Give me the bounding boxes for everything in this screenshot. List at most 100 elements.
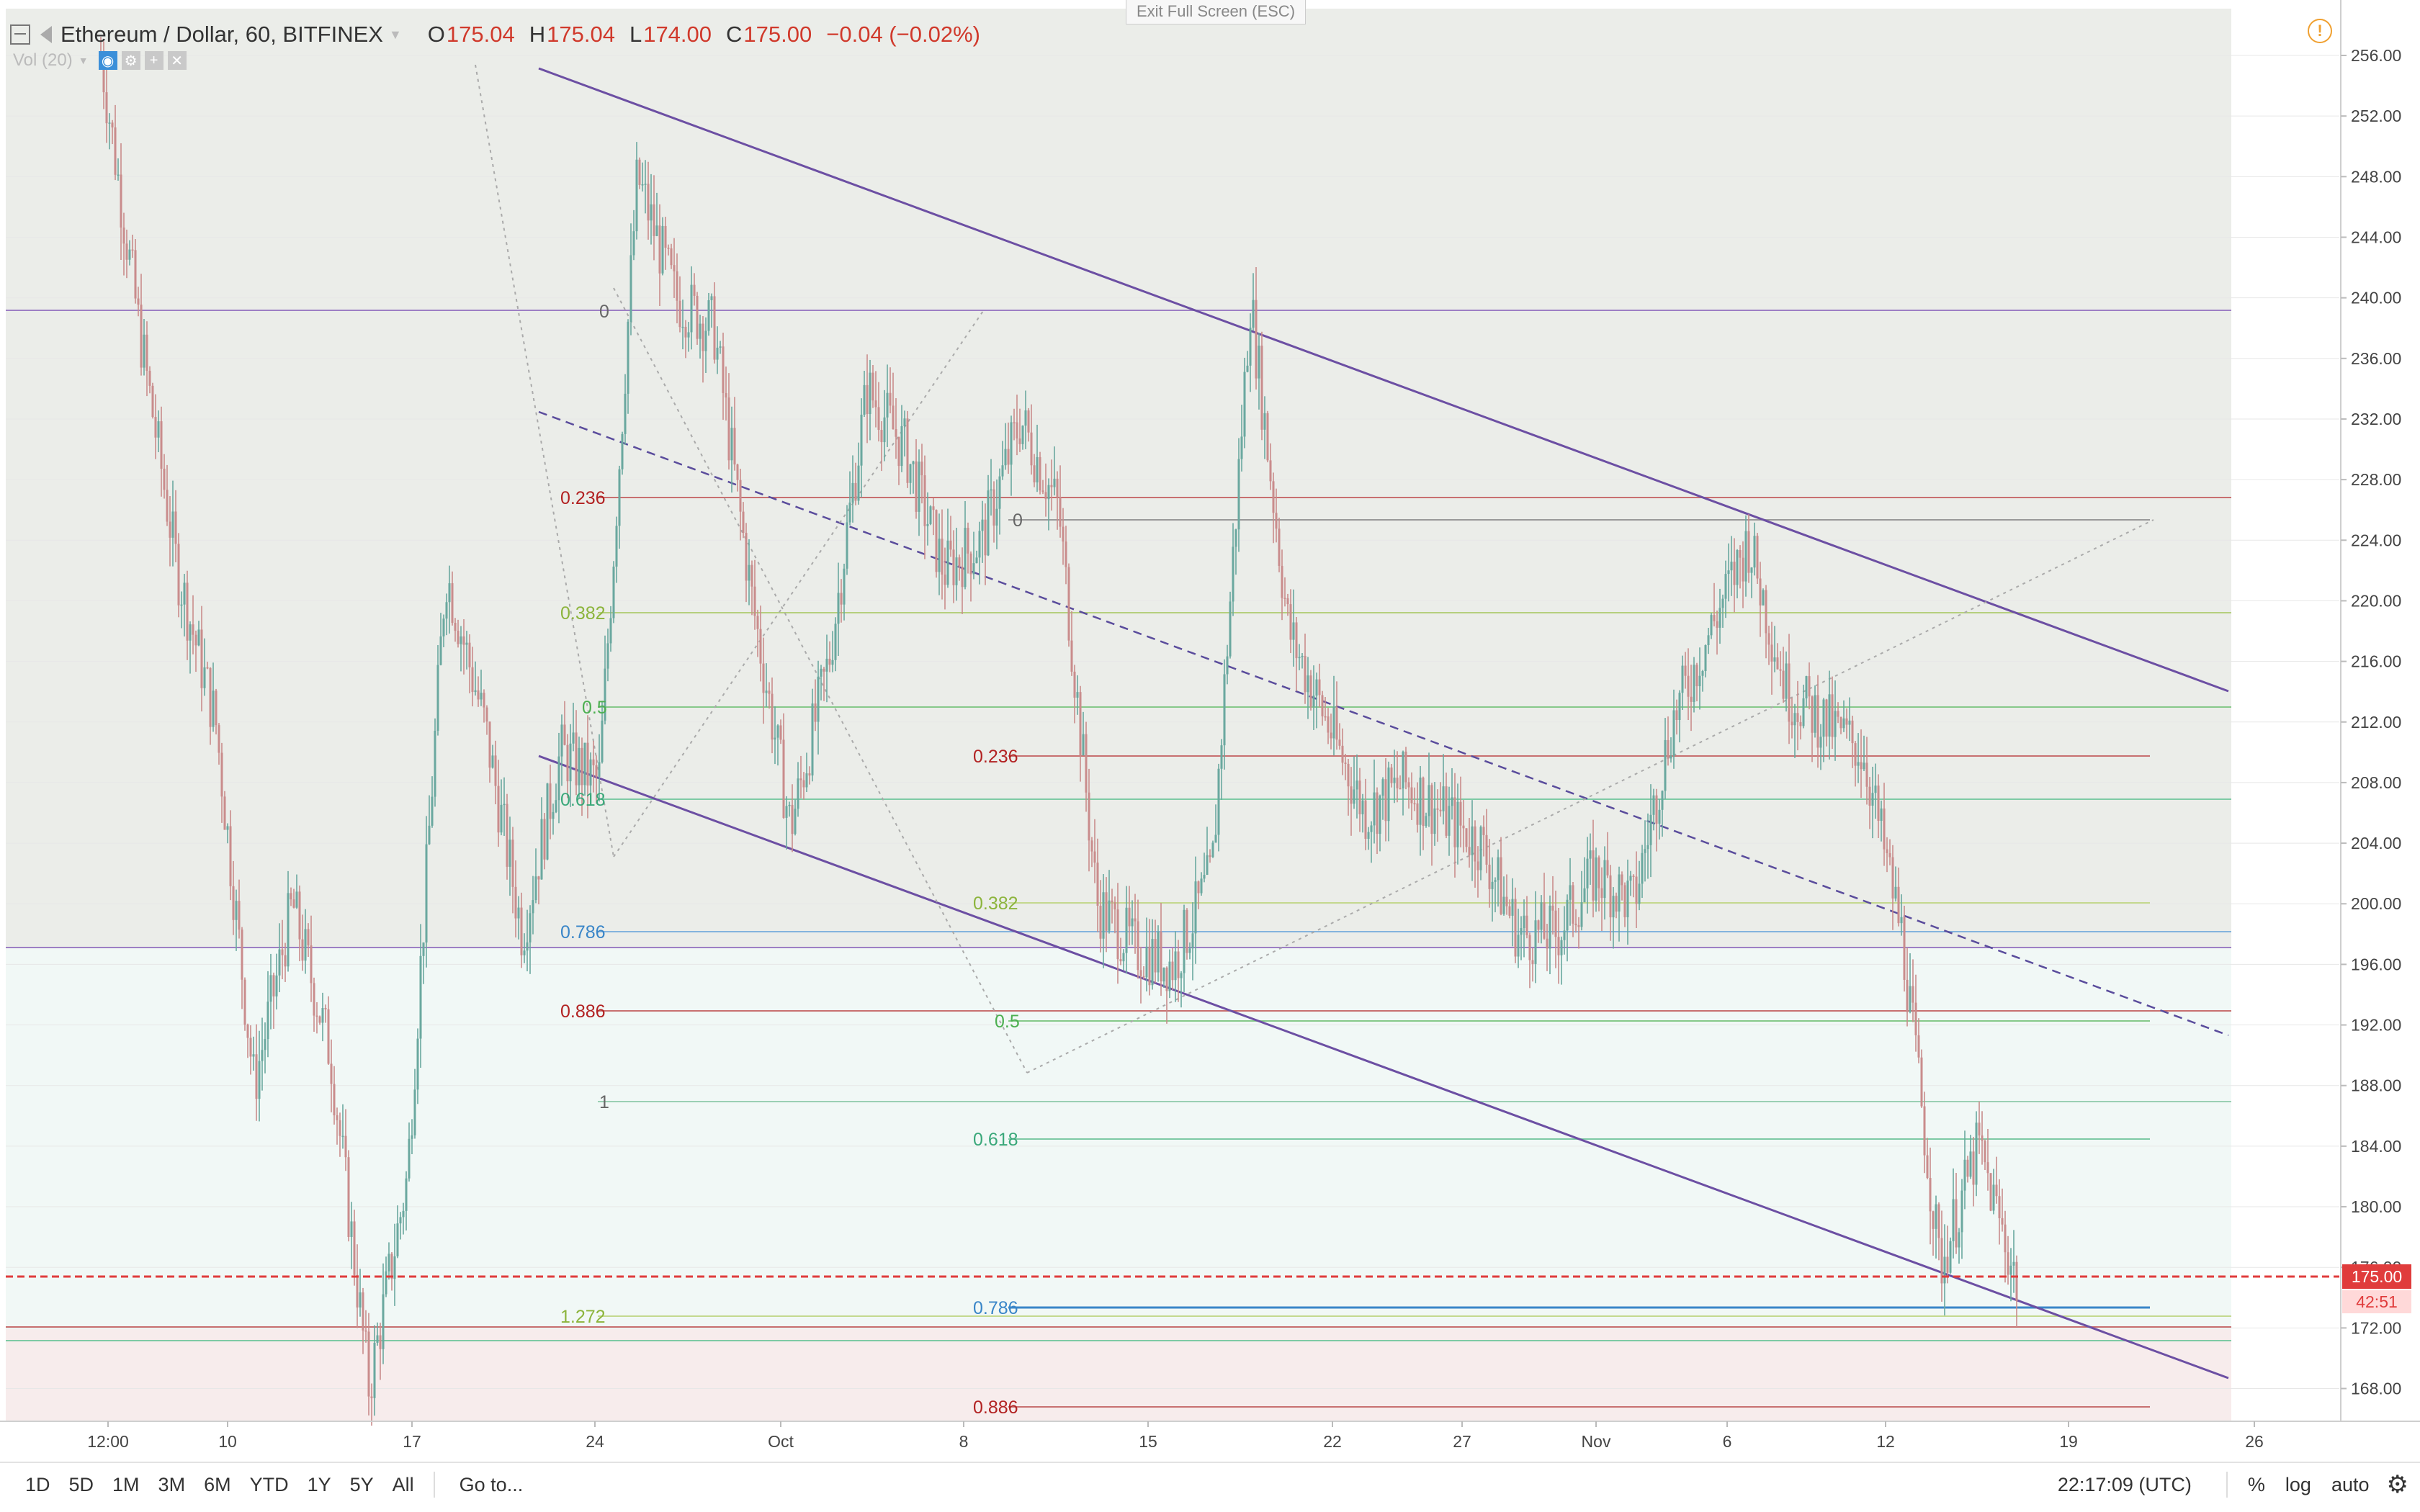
candle-body [635,159,638,232]
gear-icon[interactable]: ⚙ [2386,1471,2408,1498]
candle-body [1609,875,1612,918]
fib-labels: 0 0.236 0.382 0.5 0.618 0.786 0.886 1 1.… [560,302,1023,1418]
range-all-button[interactable]: All [392,1473,414,1495]
candle-body [1655,795,1658,824]
countdown-value: 42:51 [2356,1292,2398,1311]
chevron-down-icon[interactable]: ▼ [78,55,89,66]
candle-body [857,465,860,501]
gear-icon[interactable]: ⚙ [121,51,140,70]
log-toggle[interactable]: log [2285,1473,2311,1495]
candle-body [1785,663,1788,699]
warning-icon[interactable]: ! [2308,19,2332,43]
candle-body [880,430,883,443]
candle-body [1479,827,1482,870]
range-5d-button[interactable]: 5D [68,1473,94,1495]
symbol-name[interactable]: Ethereum / Dollar, 60, BITFINEX [60,22,383,47]
utc-clock[interactable]: 22:17:09 (UTC) [2057,1473,2192,1495]
candle-body [1831,694,1834,737]
candle-body [1770,644,1773,662]
fib2-0: 0 [1013,510,1023,531]
candle-body [465,642,468,645]
close-icon[interactable]: ✕ [167,51,187,70]
candle-body [1946,1256,1949,1273]
candle-body [704,330,707,351]
candle-body [1096,863,1099,906]
candle-body [1845,718,1848,725]
candle-body [1675,710,1678,720]
plus-icon[interactable]: + [144,51,163,70]
auto-toggle[interactable]: auto [2331,1473,2370,1495]
candle-body [926,523,929,526]
candle-body [157,421,160,438]
candle-body [1234,529,1237,547]
eye-icon[interactable]: ◉ [98,51,117,70]
candle-body [1756,536,1759,579]
candle-body [1151,939,1154,986]
candle-body [1067,567,1070,641]
candle-body [1188,948,1191,953]
goto-button[interactable]: Go to... [459,1473,524,1495]
candle-body [1361,800,1364,814]
candle-body [186,582,189,641]
candle-body [229,826,232,886]
candle-body [402,1210,405,1218]
range-3m-button[interactable]: 3M [158,1473,186,1495]
time-tick-label: 12:00 [87,1432,129,1451]
candle-body [1871,793,1874,806]
candle-body [2009,1265,2012,1275]
exit-fullscreen-button[interactable]: Exit Full Screen (ESC) [1126,0,1306,24]
candle-body [1839,716,1842,729]
range-1y-button[interactable]: 1Y [307,1473,331,1495]
candle-body [1528,935,1531,960]
candle-body [321,1007,324,1023]
chevron-down-icon[interactable]: ▼ [388,27,402,42]
candle-body [1030,432,1033,466]
candle-body [739,480,742,512]
candle-body [629,255,632,322]
candle-body [1577,925,1580,927]
candle-body [785,806,788,818]
volume-label[interactable]: Vol (20) [13,50,73,70]
candle-body [1880,808,1883,822]
candle-body [1220,745,1223,769]
candle-body [1139,970,1142,976]
candle-body [1986,1162,1989,1174]
candle-body [255,1054,258,1099]
candle-body [442,618,445,636]
candle-body [1860,762,1863,770]
divider [433,1472,435,1498]
price-tick-label: 200.00 [2351,894,2401,913]
last-price-tag [2342,1264,2411,1289]
candle-body [1716,621,1718,628]
candle-body [1894,886,1897,899]
range-1d-button[interactable]: 1D [25,1473,50,1495]
candle-body [1413,803,1416,805]
bottom-toolbar: 1D 5D 1M 3M 6M YTD 1Y 5Y All Go to... 22… [0,1462,2420,1506]
price-axis[interactable]: 256.00 252.00 248.00 244.00 240.00 236.00 232.… [2341,46,2401,1398]
candle-body [422,942,425,956]
candle-body [1822,699,1825,737]
percent-toggle[interactable]: % [2247,1473,2265,1495]
time-tick-label: 10 [218,1432,237,1451]
price-chart[interactable]: 0 0.236 0.382 0.5 0.618 0.786 0.886 1 1.… [0,0,2420,1462]
candle-body [2004,1224,2007,1253]
collapse-icon[interactable] [10,24,30,45]
candle-body [817,676,820,722]
range-ytd-button[interactable]: YTD [249,1473,289,1495]
candle-body [641,184,644,186]
flag-icon[interactable] [40,26,52,43]
candle-body [851,482,854,503]
candle-body [379,1335,382,1349]
candle-body [699,323,702,339]
price-tick-label: 252.00 [2351,107,2401,125]
range-6m-button[interactable]: 6M [204,1473,231,1495]
range-5y-button[interactable]: 5Y [349,1473,374,1495]
candle-body [1635,876,1638,904]
candle-body [1557,937,1560,955]
candle-body [1848,720,1851,725]
candle-body [1805,676,1808,698]
range-1m-button[interactable]: 1M [112,1473,140,1495]
time-axis[interactable]: 12:00 10 17 24 Oct 8 15 22 27 Nov 6 12 19 26 [87,1421,2264,1451]
fib1-0: 0 [599,302,609,322]
candle-body [376,1335,379,1343]
